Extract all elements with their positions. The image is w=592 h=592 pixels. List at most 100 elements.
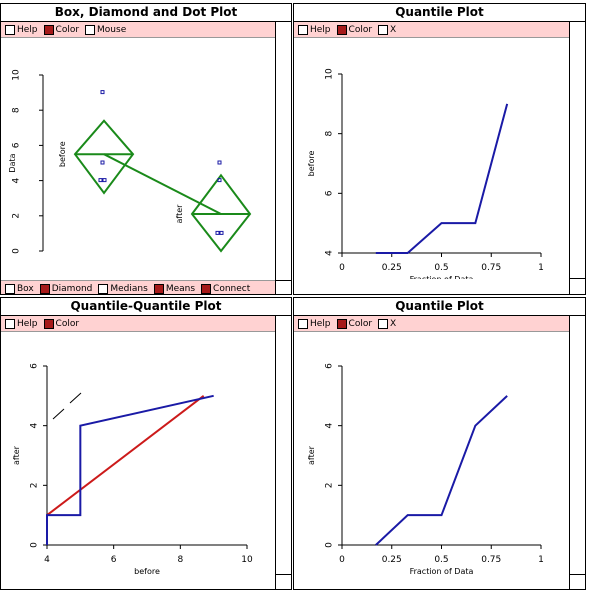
x-axis-label: Fraction of Data bbox=[410, 567, 474, 576]
x-tick-label: 6 bbox=[111, 555, 117, 565]
checkbox-box[interactable] bbox=[298, 318, 308, 329]
checkbox-box[interactable] bbox=[43, 318, 54, 329]
x-tick-label: 1 bbox=[538, 555, 544, 565]
x-tick-label: 0 bbox=[339, 263, 345, 273]
box-plot-grow-box[interactable] bbox=[275, 280, 291, 294]
mouse-checkbox[interactable]: Mouse bbox=[85, 22, 126, 38]
qq-plot-chart: 4 6 8 10 0 2 4 6 before after bbox=[12, 363, 253, 576]
checkbox-label: X bbox=[390, 318, 397, 329]
qq-plot-grow-box[interactable] bbox=[275, 574, 291, 589]
means-checkbox[interactable]: Means bbox=[153, 281, 195, 295]
help-checkbox[interactable]: Help bbox=[298, 316, 331, 332]
quantile-plot-before-window: Quantile Plot Help Color X 0 0.25 0.5 0.75 1 4 6… bbox=[293, 3, 586, 295]
checkbox-label: Help bbox=[310, 318, 331, 329]
diamond-after bbox=[190, 173, 252, 253]
help-checkbox[interactable]: Help bbox=[5, 22, 38, 38]
diagonal-mark bbox=[52, 408, 65, 420]
x-tick-label: 1 bbox=[538, 263, 544, 273]
checkbox-label: Box bbox=[17, 283, 34, 294]
qq-plot-options: Help Color bbox=[1, 316, 276, 332]
x-checkbox[interactable]: X bbox=[378, 316, 396, 332]
checkbox-label: Diamond bbox=[51, 283, 93, 294]
x-tick-label: 0.75 bbox=[481, 555, 501, 565]
quantile-plot-after-chart: 0 0.25 0.5 0.75 1 0 2 4 6 Fraction of Data after bbox=[307, 363, 544, 576]
checkbox-box[interactable] bbox=[5, 318, 15, 329]
checkbox-label: Help bbox=[310, 24, 331, 35]
y-tick-label: 2 bbox=[12, 213, 22, 219]
checkbox-label: Color bbox=[55, 318, 80, 329]
x-tick-label: 0.25 bbox=[382, 555, 402, 565]
help-checkbox[interactable]: Help bbox=[298, 22, 331, 38]
box-plot-bottom-options: Box Diamond Medians Means Connect bbox=[1, 280, 276, 295]
x-tick-label: 4 bbox=[44, 555, 50, 565]
quantile-plot-grow-box[interactable] bbox=[569, 574, 585, 589]
checkbox-box[interactable] bbox=[378, 24, 389, 35]
y-axis-label: before bbox=[307, 151, 316, 177]
checkbox-label: Mouse bbox=[97, 24, 127, 35]
y-tick-label: 6 bbox=[325, 363, 335, 369]
checkbox-box[interactable] bbox=[98, 283, 109, 294]
x-axis-label: before bbox=[134, 567, 160, 576]
quantile-plot-before-chart: 0 0.25 0.5 0.75 1 4 6 8 10 Fraction of Data before bbox=[307, 68, 544, 279]
checkbox-box[interactable] bbox=[39, 283, 50, 294]
connect-checkbox[interactable]: Connect bbox=[201, 281, 250, 295]
qq-plot-scrollbar[interactable] bbox=[275, 316, 291, 574]
y-tick-label: 4 bbox=[12, 177, 22, 183]
box-checkbox[interactable]: Box bbox=[5, 281, 34, 295]
x-tick-label: 0.5 bbox=[434, 555, 448, 565]
data-point bbox=[100, 90, 105, 95]
y-tick-label: 4 bbox=[325, 250, 335, 256]
group-label: after bbox=[175, 204, 184, 224]
y-tick-label: 0 bbox=[325, 542, 335, 548]
diamond-checkbox[interactable]: Diamond bbox=[39, 281, 93, 295]
checkbox-label: Help bbox=[17, 318, 38, 329]
box-plot-scrollbar[interactable] bbox=[275, 22, 291, 280]
checkbox-box[interactable] bbox=[153, 283, 164, 294]
checkbox-box[interactable] bbox=[43, 24, 54, 35]
window-title: Quantile-Quantile Plot bbox=[1, 298, 291, 316]
y-tick-label: 2 bbox=[325, 482, 335, 488]
checkbox-label: Color bbox=[55, 24, 80, 35]
data-point bbox=[215, 230, 220, 235]
checkbox-box[interactable] bbox=[336, 318, 347, 329]
x-tick-label: 0.5 bbox=[434, 263, 448, 273]
checkbox-box[interactable] bbox=[5, 283, 15, 294]
color-checkbox[interactable]: Color bbox=[336, 316, 372, 332]
checkbox-box[interactable] bbox=[378, 318, 389, 329]
box-plot-window: Box, Diamond and Dot Plot Help Color Mouse… bbox=[0, 3, 292, 295]
x-tick-label: 0 bbox=[339, 555, 345, 565]
color-checkbox[interactable]: Color bbox=[336, 22, 372, 38]
quantile-plot-options: Help Color X bbox=[294, 22, 570, 38]
checkbox-label: Medians bbox=[110, 283, 148, 294]
diamond-before bbox=[73, 119, 135, 195]
quantile-plot-scrollbar[interactable] bbox=[569, 316, 585, 574]
y-tick-label: 10 bbox=[12, 69, 22, 81]
checkbox-box[interactable] bbox=[201, 283, 212, 294]
window-title: Box, Diamond and Dot Plot bbox=[1, 4, 291, 22]
window-title: Quantile Plot bbox=[294, 298, 585, 316]
quantile-line bbox=[375, 103, 509, 254]
box-plot-top-options: Help Color Mouse bbox=[1, 22, 276, 38]
help-checkbox[interactable]: Help bbox=[5, 316, 38, 332]
group-label: before bbox=[58, 141, 67, 167]
data-point bbox=[217, 160, 222, 165]
quantile-plot-scrollbar[interactable] bbox=[569, 22, 585, 278]
checkbox-box[interactable] bbox=[336, 24, 347, 35]
y-tick-label: 4 bbox=[325, 423, 335, 429]
data-point bbox=[102, 178, 107, 183]
checkbox-label: Help bbox=[17, 24, 38, 35]
checkbox-box[interactable] bbox=[298, 24, 308, 35]
quantile-plot-options: Help Color X bbox=[294, 316, 570, 332]
medians-checkbox[interactable]: Medians bbox=[98, 281, 148, 295]
checkbox-box[interactable] bbox=[5, 24, 15, 35]
quantile-plot-grow-box[interactable] bbox=[569, 278, 585, 294]
y-tick-label: 6 bbox=[12, 142, 22, 148]
checkbox-box[interactable] bbox=[85, 24, 96, 35]
data-point bbox=[100, 160, 105, 165]
color-checkbox[interactable]: Color bbox=[43, 316, 80, 332]
reference-line bbox=[46, 395, 205, 516]
color-checkbox[interactable]: Color bbox=[43, 22, 80, 38]
qq-line bbox=[46, 394, 214, 545]
diagonal-mark bbox=[69, 392, 82, 404]
x-checkbox[interactable]: X bbox=[378, 22, 396, 38]
